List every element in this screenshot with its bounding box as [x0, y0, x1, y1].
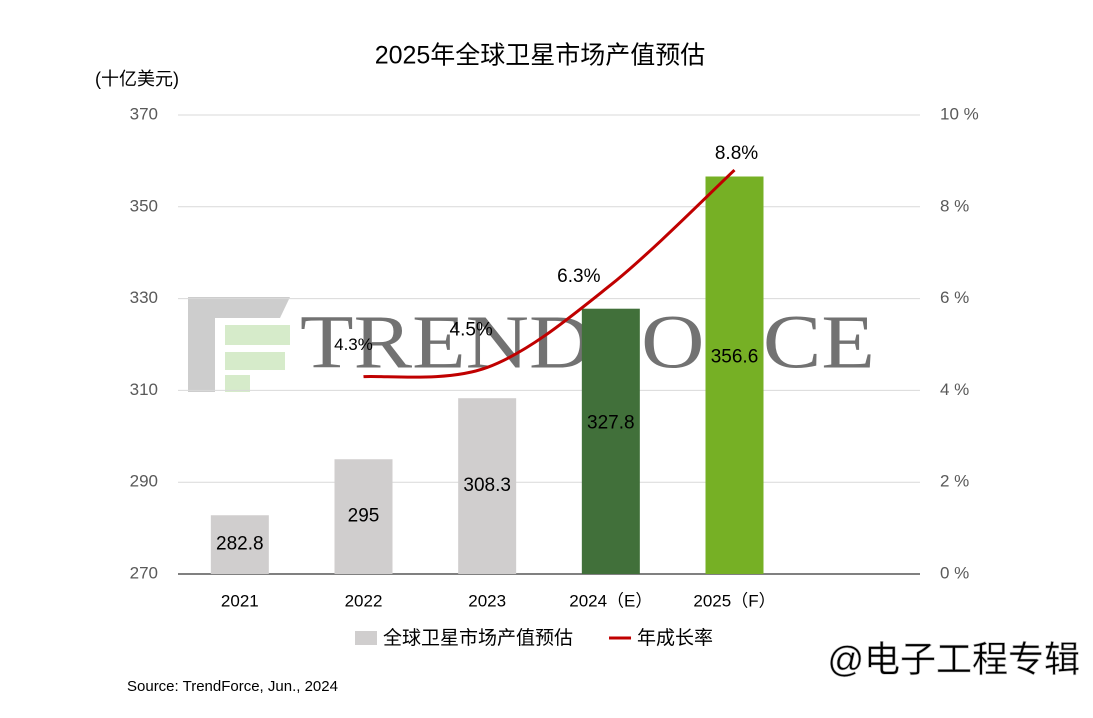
chart-title: 2025年全球卫星市场产值预估 — [375, 42, 706, 70]
bar-value-label: 327.8 — [587, 412, 635, 433]
line-value-label: 8.8% — [715, 143, 758, 164]
bar-value-label: 356.6 — [711, 346, 759, 367]
credit-watermark: @电子工程专辑 — [827, 639, 1080, 680]
logo-shape — [188, 297, 290, 318]
x-tick-label: 2023 — [468, 591, 506, 610]
y-tick-label: 350 — [130, 196, 158, 215]
y-tick-label: 270 — [130, 563, 158, 582]
y-tick-label: 370 — [130, 104, 158, 123]
logo-shape — [188, 318, 215, 392]
line-value-label: 6.3% — [557, 266, 600, 287]
source: Source: TrendForce, Jun., 2024 — [127, 678, 338, 695]
y-tick-label: 310 — [130, 380, 158, 399]
bar — [581, 308, 640, 574]
line-value-label: 4.3% — [334, 335, 373, 354]
x-tick-label: 2021 — [221, 591, 259, 610]
y-tick-label: 290 — [130, 472, 158, 491]
logo-shape — [225, 325, 290, 345]
y2-tick-label: 8 % — [940, 196, 969, 215]
growth-line — [363, 168, 736, 379]
y-tick-label: 330 — [130, 288, 158, 307]
y2-tick-label: 0 % — [940, 563, 969, 582]
bar — [705, 176, 764, 575]
bar — [334, 459, 393, 574]
x-tick-label: 2024（E） — [569, 591, 652, 610]
y2-tick-label: 6 % — [940, 288, 969, 307]
y2-tick-label: 2 % — [940, 472, 969, 491]
bar-value-label: 308.3 — [463, 475, 511, 496]
legend-label: 全球卫星市场产值预估 — [383, 627, 573, 649]
legend-label: 年成长率 — [637, 627, 713, 649]
y2-tick-label: 4 % — [940, 380, 969, 399]
y-axis-label: (十亿美元) — [95, 69, 179, 89]
y2-tick-label: 10 % — [940, 104, 979, 123]
bar-value-label: 295 — [348, 506, 380, 527]
bar-value-label: 282.8 — [216, 534, 264, 555]
x-tick-label: 2025（F） — [693, 591, 775, 610]
legend-swatch — [355, 631, 377, 645]
line-value-label: 4.5% — [450, 319, 493, 340]
logo-shape — [225, 352, 285, 370]
logo-shape — [225, 375, 250, 392]
bar — [458, 398, 517, 574]
bar — [210, 515, 269, 574]
x-tick-label: 2022 — [345, 591, 383, 610]
